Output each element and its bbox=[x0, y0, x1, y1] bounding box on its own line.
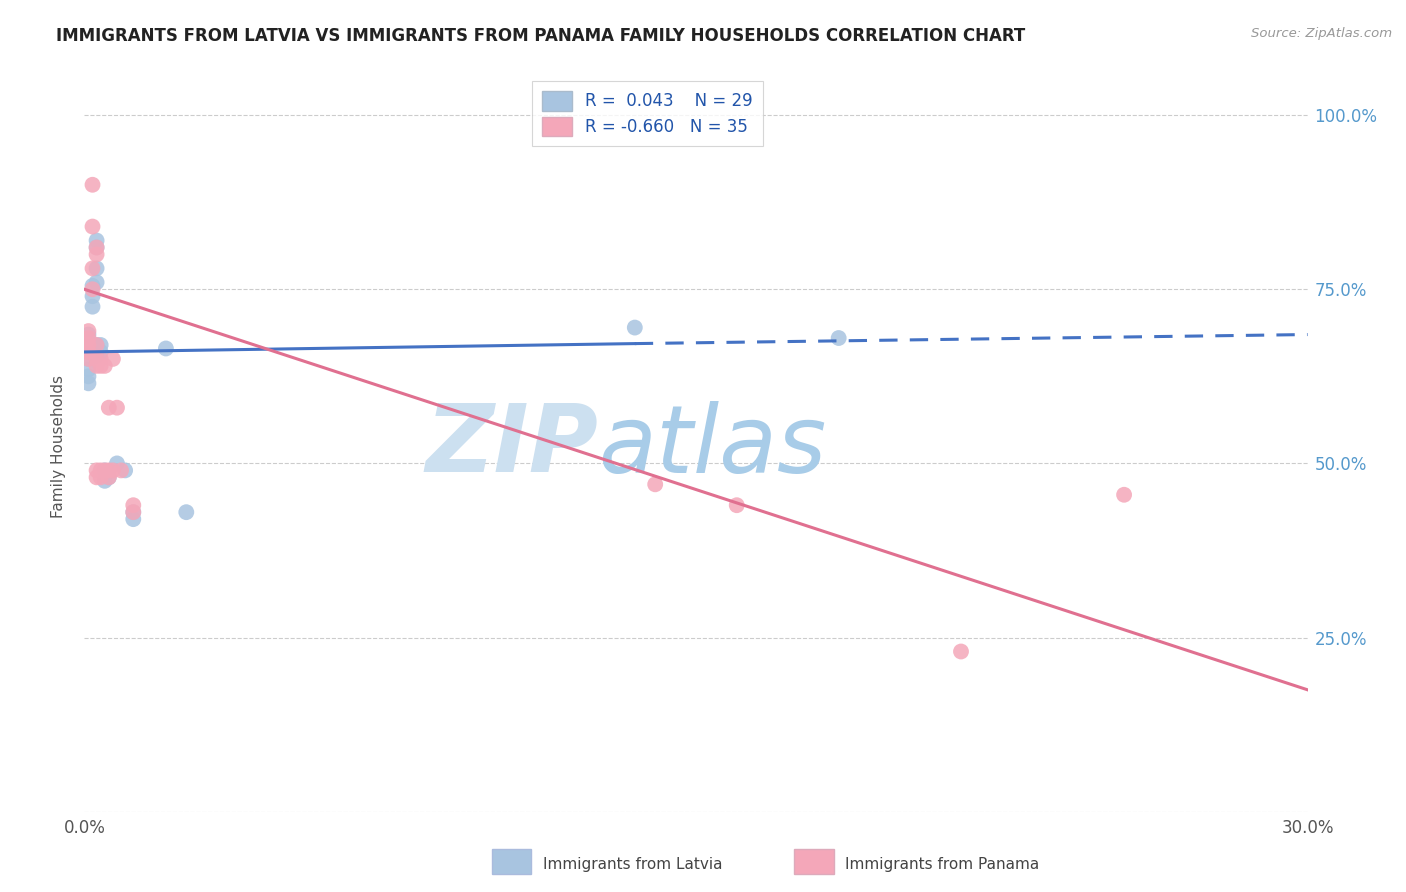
Point bbox=[86, 275, 108, 289]
Point bbox=[82, 300, 104, 314]
Point bbox=[97, 463, 120, 477]
Y-axis label: Family Households: Family Households bbox=[51, 375, 66, 517]
Point bbox=[86, 351, 108, 366]
Point bbox=[82, 282, 104, 296]
Point bbox=[77, 324, 100, 338]
Point bbox=[77, 376, 100, 391]
Point bbox=[90, 351, 112, 366]
Text: Immigrants from Panama: Immigrants from Panama bbox=[845, 857, 1039, 871]
Point bbox=[82, 178, 104, 192]
Point bbox=[86, 240, 108, 254]
Point bbox=[97, 401, 120, 415]
Point bbox=[950, 644, 973, 658]
Text: IMMIGRANTS FROM LATVIA VS IMMIGRANTS FROM PANAMA FAMILY HOUSEHOLDS CORRELATION C: IMMIGRANTS FROM LATVIA VS IMMIGRANTS FRO… bbox=[56, 27, 1025, 45]
Point bbox=[86, 338, 108, 352]
Point bbox=[624, 320, 647, 334]
Point bbox=[77, 369, 100, 384]
Legend: R =  0.043    N = 29, R = -0.660   N = 35: R = 0.043 N = 29, R = -0.660 N = 35 bbox=[531, 81, 762, 146]
Point bbox=[93, 359, 115, 373]
Point bbox=[93, 463, 115, 477]
Point bbox=[174, 505, 197, 519]
Point bbox=[122, 498, 145, 512]
Point bbox=[122, 512, 145, 526]
Point bbox=[110, 463, 132, 477]
Text: Immigrants from Latvia: Immigrants from Latvia bbox=[543, 857, 723, 871]
Point bbox=[86, 470, 108, 484]
Text: atlas: atlas bbox=[598, 401, 827, 491]
Point bbox=[644, 477, 666, 491]
Point bbox=[97, 470, 120, 484]
Point bbox=[82, 219, 104, 234]
Point bbox=[86, 359, 108, 373]
Point bbox=[77, 338, 100, 352]
Point bbox=[90, 345, 112, 359]
Point bbox=[77, 327, 100, 342]
Point bbox=[77, 331, 100, 345]
Point bbox=[86, 247, 108, 261]
Point bbox=[77, 338, 100, 352]
Point bbox=[90, 338, 112, 352]
Point bbox=[828, 331, 851, 345]
Point bbox=[90, 463, 112, 477]
Point bbox=[86, 234, 108, 248]
Point bbox=[105, 401, 128, 415]
Point bbox=[155, 342, 177, 356]
Point bbox=[86, 261, 108, 276]
Point bbox=[93, 474, 115, 488]
Point bbox=[77, 345, 100, 359]
Point bbox=[114, 463, 136, 477]
Point bbox=[82, 289, 104, 303]
Point bbox=[86, 240, 108, 254]
Point bbox=[101, 463, 124, 477]
Point bbox=[122, 505, 145, 519]
Point bbox=[86, 463, 108, 477]
Point bbox=[86, 338, 108, 352]
Point bbox=[725, 498, 748, 512]
Point bbox=[90, 470, 112, 484]
Point bbox=[77, 351, 100, 366]
Point bbox=[86, 348, 108, 362]
Point bbox=[93, 463, 115, 477]
Point bbox=[122, 505, 145, 519]
Point bbox=[77, 351, 100, 366]
Text: ZIP: ZIP bbox=[425, 400, 598, 492]
Text: Source: ZipAtlas.com: Source: ZipAtlas.com bbox=[1251, 27, 1392, 40]
Point bbox=[77, 345, 100, 359]
Point bbox=[1114, 488, 1136, 502]
Point bbox=[97, 470, 120, 484]
Point bbox=[101, 351, 124, 366]
Point bbox=[77, 362, 100, 376]
Point bbox=[82, 278, 104, 293]
Point bbox=[105, 457, 128, 471]
Point bbox=[82, 261, 104, 276]
Point bbox=[90, 359, 112, 373]
